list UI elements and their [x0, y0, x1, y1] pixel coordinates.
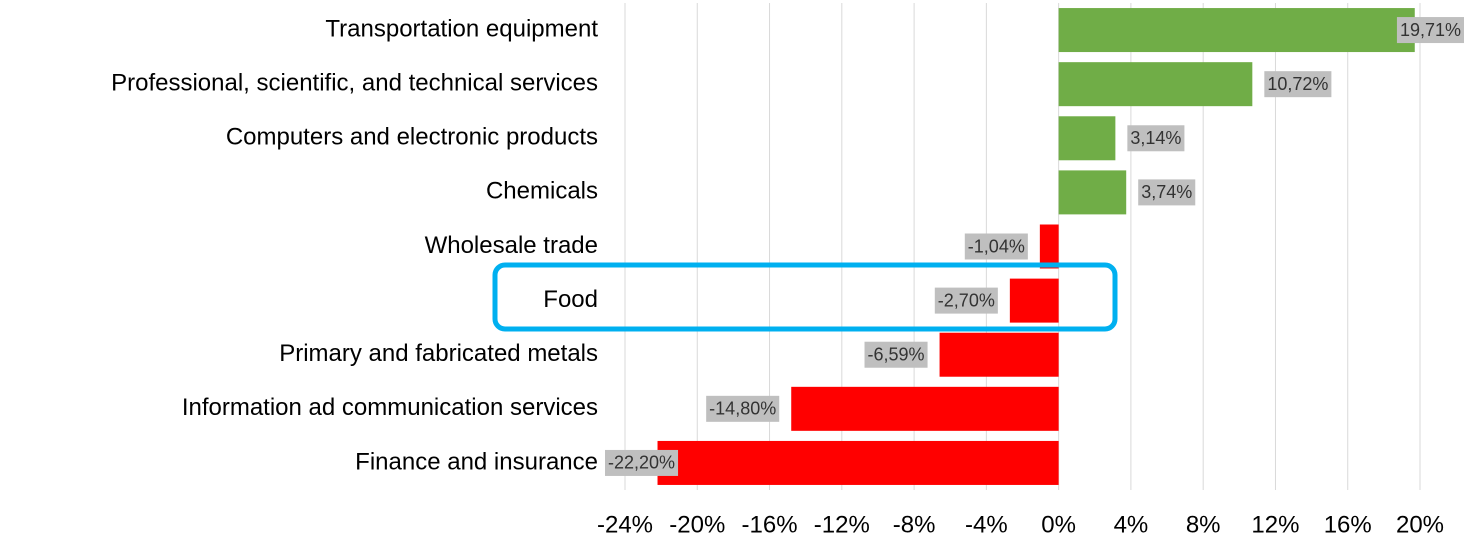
value-label-bg — [1138, 179, 1196, 206]
bar — [1058, 116, 1116, 161]
x-tick-label: 8% — [1186, 511, 1221, 538]
x-tick-label: -16% — [742, 511, 798, 538]
x-tick-label: -4% — [965, 511, 1008, 538]
value-label: -14,80% — [709, 399, 776, 419]
value-label: -22,20% — [608, 453, 675, 473]
x-tick-label: 16% — [1324, 511, 1372, 538]
category-label: Primary and fabricated metals — [279, 340, 598, 367]
x-tick-label: -8% — [893, 511, 936, 538]
value-label-bg — [706, 395, 780, 422]
value-label-bg — [1264, 71, 1332, 98]
x-tick-label: -20% — [669, 511, 725, 538]
x-tick-label: 4% — [1114, 511, 1149, 538]
value-label-bg — [1127, 125, 1185, 152]
value-label: -1,04% — [968, 236, 1025, 256]
bars — [657, 8, 1415, 485]
bar — [1009, 278, 1059, 323]
x-tick-label: -24% — [597, 511, 653, 538]
value-label: 3,14% — [1130, 128, 1181, 148]
value-label-bg — [605, 449, 679, 476]
value-label-bg — [964, 233, 1028, 260]
category-label: Wholesale trade — [425, 232, 598, 259]
bar — [1039, 224, 1059, 269]
value-label: -6,59% — [868, 344, 925, 364]
bar — [1058, 170, 1127, 215]
category-label: Transportation equipment — [325, 15, 598, 42]
category-label: Food — [543, 286, 598, 313]
labels: -24% -20% -16% -12% -8% -4% 0% 4% 8% 12% 16% 20% Tra… — [111, 15, 1464, 538]
x-tick-label: 20% — [1396, 511, 1444, 538]
value-label-bg — [864, 341, 928, 368]
category-label: Finance and insurance — [355, 448, 598, 475]
category-label: Information ad communication services — [182, 394, 598, 421]
value-label-bg — [934, 287, 998, 314]
value-label: 10,72% — [1267, 74, 1328, 94]
value-label-bg — [1396, 17, 1464, 44]
highlight-box — [492, 262, 1118, 332]
bar — [1058, 62, 1253, 107]
bar — [657, 440, 1059, 485]
value-label: 19,71% — [1400, 20, 1461, 40]
x-tick-label: -12% — [814, 511, 870, 538]
x-tick-label: 0% — [1041, 511, 1076, 538]
category-label: Professional, scientific, and technical … — [111, 70, 598, 97]
value-label: -2,70% — [938, 290, 995, 310]
category-label: Chemicals — [486, 178, 598, 205]
category-label: Computers and electronic products — [226, 124, 598, 151]
bar — [1058, 8, 1415, 53]
bar — [939, 332, 1059, 377]
value-label: 3,74% — [1141, 182, 1192, 202]
x-tick-label: 12% — [1251, 511, 1299, 538]
bar — [791, 386, 1059, 431]
